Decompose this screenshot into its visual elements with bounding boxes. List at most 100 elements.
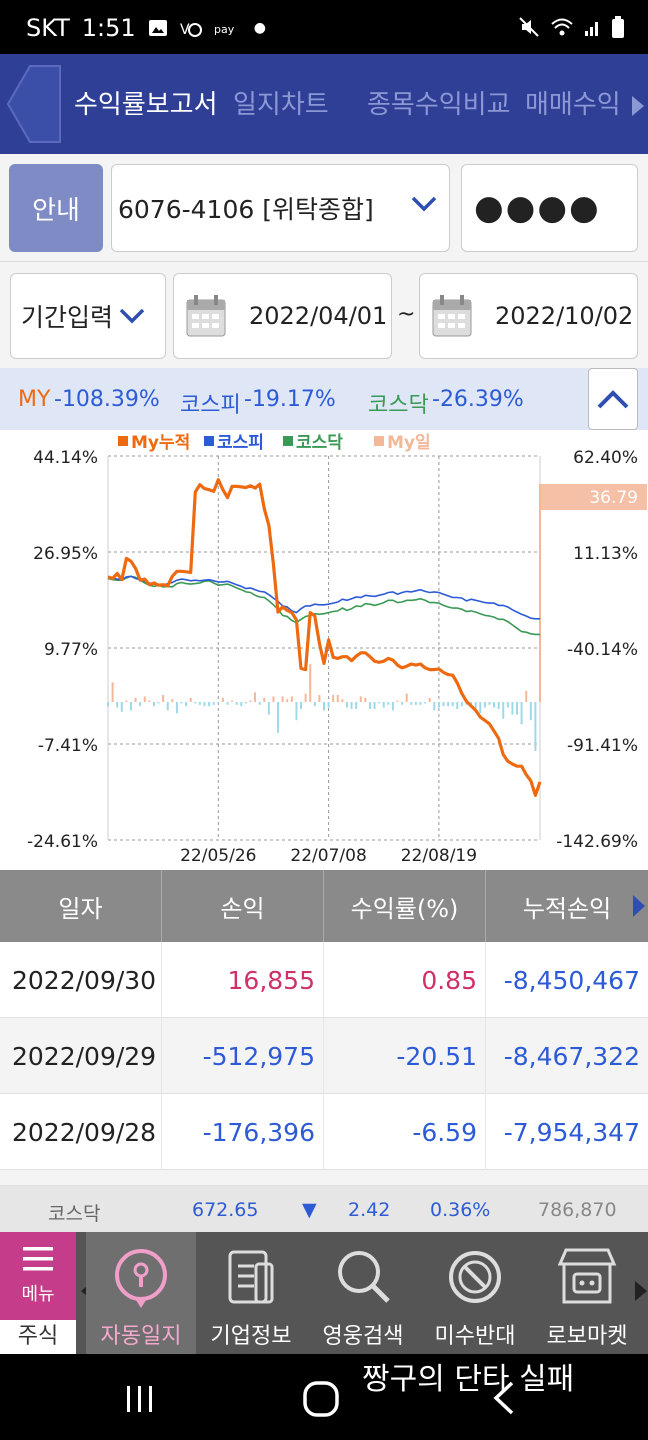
daily-bar — [474, 702, 477, 709]
daily-bar — [414, 702, 417, 705]
pin-icon — [115, 1249, 167, 1308]
account-row: 안내 6076-4106 [위탁종합] ●●●● — [0, 154, 648, 262]
period-select[interactable]: 기간입력 — [10, 273, 166, 359]
collapse-chart-button[interactable] — [588, 368, 638, 430]
daily-bar — [171, 699, 174, 702]
daily-bar — [327, 702, 330, 708]
table-row[interactable]: 2022/09/30 16,855 0.85 -8,450,467 — [0, 942, 648, 1018]
table-row[interactable]: 2022/09/29 -512,975 -20.51 -8,467,322 — [0, 1018, 648, 1094]
menu-button[interactable]: 메뉴 — [0, 1232, 76, 1320]
legend-label: 코스닥 — [296, 433, 343, 453]
right-axis-tick: 62.40% — [573, 448, 638, 468]
report-tab-bar: 수익률보고서 일지차트 종목수익비교 매매수익 — [0, 54, 648, 154]
daily-bar — [529, 702, 532, 721]
stock-tab[interactable]: 주식 — [0, 1320, 76, 1354]
column-header-pnl: 손익 — [162, 870, 324, 942]
daily-bar — [391, 702, 394, 711]
daily-bar — [460, 702, 463, 707]
daily-bar — [212, 702, 215, 705]
home-icon[interactable] — [302, 1380, 340, 1418]
legend-swatch — [118, 436, 128, 446]
daily-bar — [456, 702, 459, 709]
password-field[interactable]: ●●●● — [461, 164, 638, 252]
daily-bar — [428, 697, 431, 702]
daily-bar — [152, 702, 155, 707]
daily-bar — [382, 702, 385, 708]
down-arrow-icon: ▼ — [302, 1199, 317, 1221]
x-axis-tick: 22/08/19 — [401, 846, 477, 866]
start-date-value: 2022/04/01 — [249, 302, 388, 330]
return-summary: MY -108.39% 코스피 -19.17% 코스닥 -26.39% — [0, 368, 648, 430]
ban-icon — [449, 1251, 501, 1303]
daily-bar — [502, 702, 505, 719]
tab-return-report[interactable]: 수익률보고서 — [74, 90, 218, 120]
daily-bar — [488, 702, 491, 705]
ticker-volume: 786,870 — [538, 1199, 617, 1221]
cell-rate: -6.59 — [324, 1094, 486, 1170]
market-ticker[interactable]: 코스닥 672.65 ▼ 2.42 0.36% 786,870 — [0, 1186, 648, 1232]
scroll-right-icon[interactable] — [630, 94, 646, 118]
guide-button[interactable]: 안내 — [9, 164, 103, 252]
daily-bar — [387, 702, 390, 705]
my-return-value: -108.39% — [54, 387, 160, 412]
daily-bar — [194, 702, 197, 704]
daily-bar — [185, 702, 188, 707]
date-filter-row: 기간입력 2022/04/01 ~ 2022/10/02 — [0, 262, 648, 368]
back-button[interactable] — [0, 60, 66, 148]
daily-bar — [249, 700, 252, 702]
scroll-right-icon[interactable] — [634, 1280, 648, 1302]
cell-date: 2022/09/28 — [0, 1094, 162, 1170]
ticker-name: 코스닥 — [48, 1203, 101, 1225]
daily-bar — [447, 702, 450, 707]
kospi-return-value: -19.17% — [244, 387, 336, 412]
ticker-change: 2.42 — [348, 1199, 391, 1221]
tab-journal-chart[interactable]: 일지차트 — [233, 90, 329, 120]
svg-text:pay: pay — [214, 23, 235, 36]
account-select[interactable]: 6076-4106 [위탁종합] — [111, 164, 450, 252]
cell-cumulative: -8,467,322 — [503, 1041, 640, 1071]
daily-bar — [148, 700, 151, 702]
search-icon — [338, 1251, 390, 1303]
nav-label: 자동일지 — [100, 1324, 182, 1349]
recent-apps-icon[interactable] — [124, 1384, 156, 1414]
table-row[interactable]: 2022/09/28 -176,396 -6.59 -7,954,347 — [0, 1094, 648, 1170]
back-icon[interactable] — [490, 1380, 516, 1416]
column-header-date: 일자 — [0, 870, 162, 942]
tab-trading-profit[interactable]: 매매수익 — [525, 90, 621, 120]
daily-bar — [116, 702, 119, 708]
daily-bar — [226, 702, 229, 705]
daily-bar — [231, 700, 234, 702]
nav-robo-market[interactable]: 로보마켓 — [532, 1232, 642, 1354]
left-axis-tick: -7.41% — [38, 736, 98, 756]
daily-bar — [479, 702, 482, 714]
tab-stock-comparison[interactable]: 종목수익비교 — [367, 90, 511, 120]
status-bar: SKT 1:51 V pay ● — [0, 0, 648, 54]
nav-company-info[interactable]: 기업정보 — [196, 1232, 306, 1354]
nav-auto-journal[interactable]: 자동일지 — [86, 1232, 196, 1354]
daily-bar — [189, 697, 192, 702]
daily-bar — [295, 702, 298, 721]
daily-bar — [378, 702, 381, 704]
daily-bar — [208, 702, 211, 707]
daily-bar — [304, 693, 307, 702]
overlay-caption: 짱구의 단타 실패 — [362, 1362, 575, 1397]
dot-icon: ● — [253, 20, 266, 36]
clock: 1:51 — [81, 14, 136, 42]
nav-unpaid-opposite[interactable]: 미수반대 — [420, 1232, 530, 1354]
right-axis-tick: -142.69% — [556, 832, 638, 852]
daily-bar — [396, 700, 399, 702]
nav-hero-search[interactable]: 영웅검색 — [308, 1232, 418, 1354]
daily-bar — [162, 695, 165, 702]
daily-bar — [373, 702, 376, 709]
daily-bar — [483, 702, 486, 708]
kosdaq-return-value: -26.39% — [432, 387, 524, 412]
last-value-badge — [541, 484, 647, 510]
daily-bar — [221, 697, 224, 702]
x-axis-tick: 22/05/26 — [180, 846, 256, 866]
chevron-up-icon — [597, 390, 629, 409]
cell-pnl: -176,396 — [162, 1094, 324, 1170]
end-date-field[interactable]: 2022/10/02 — [419, 273, 638, 359]
daily-bar — [272, 696, 275, 702]
start-date-field[interactable]: 2022/04/01 — [173, 273, 392, 359]
scroll-right-icon[interactable] — [632, 894, 646, 918]
